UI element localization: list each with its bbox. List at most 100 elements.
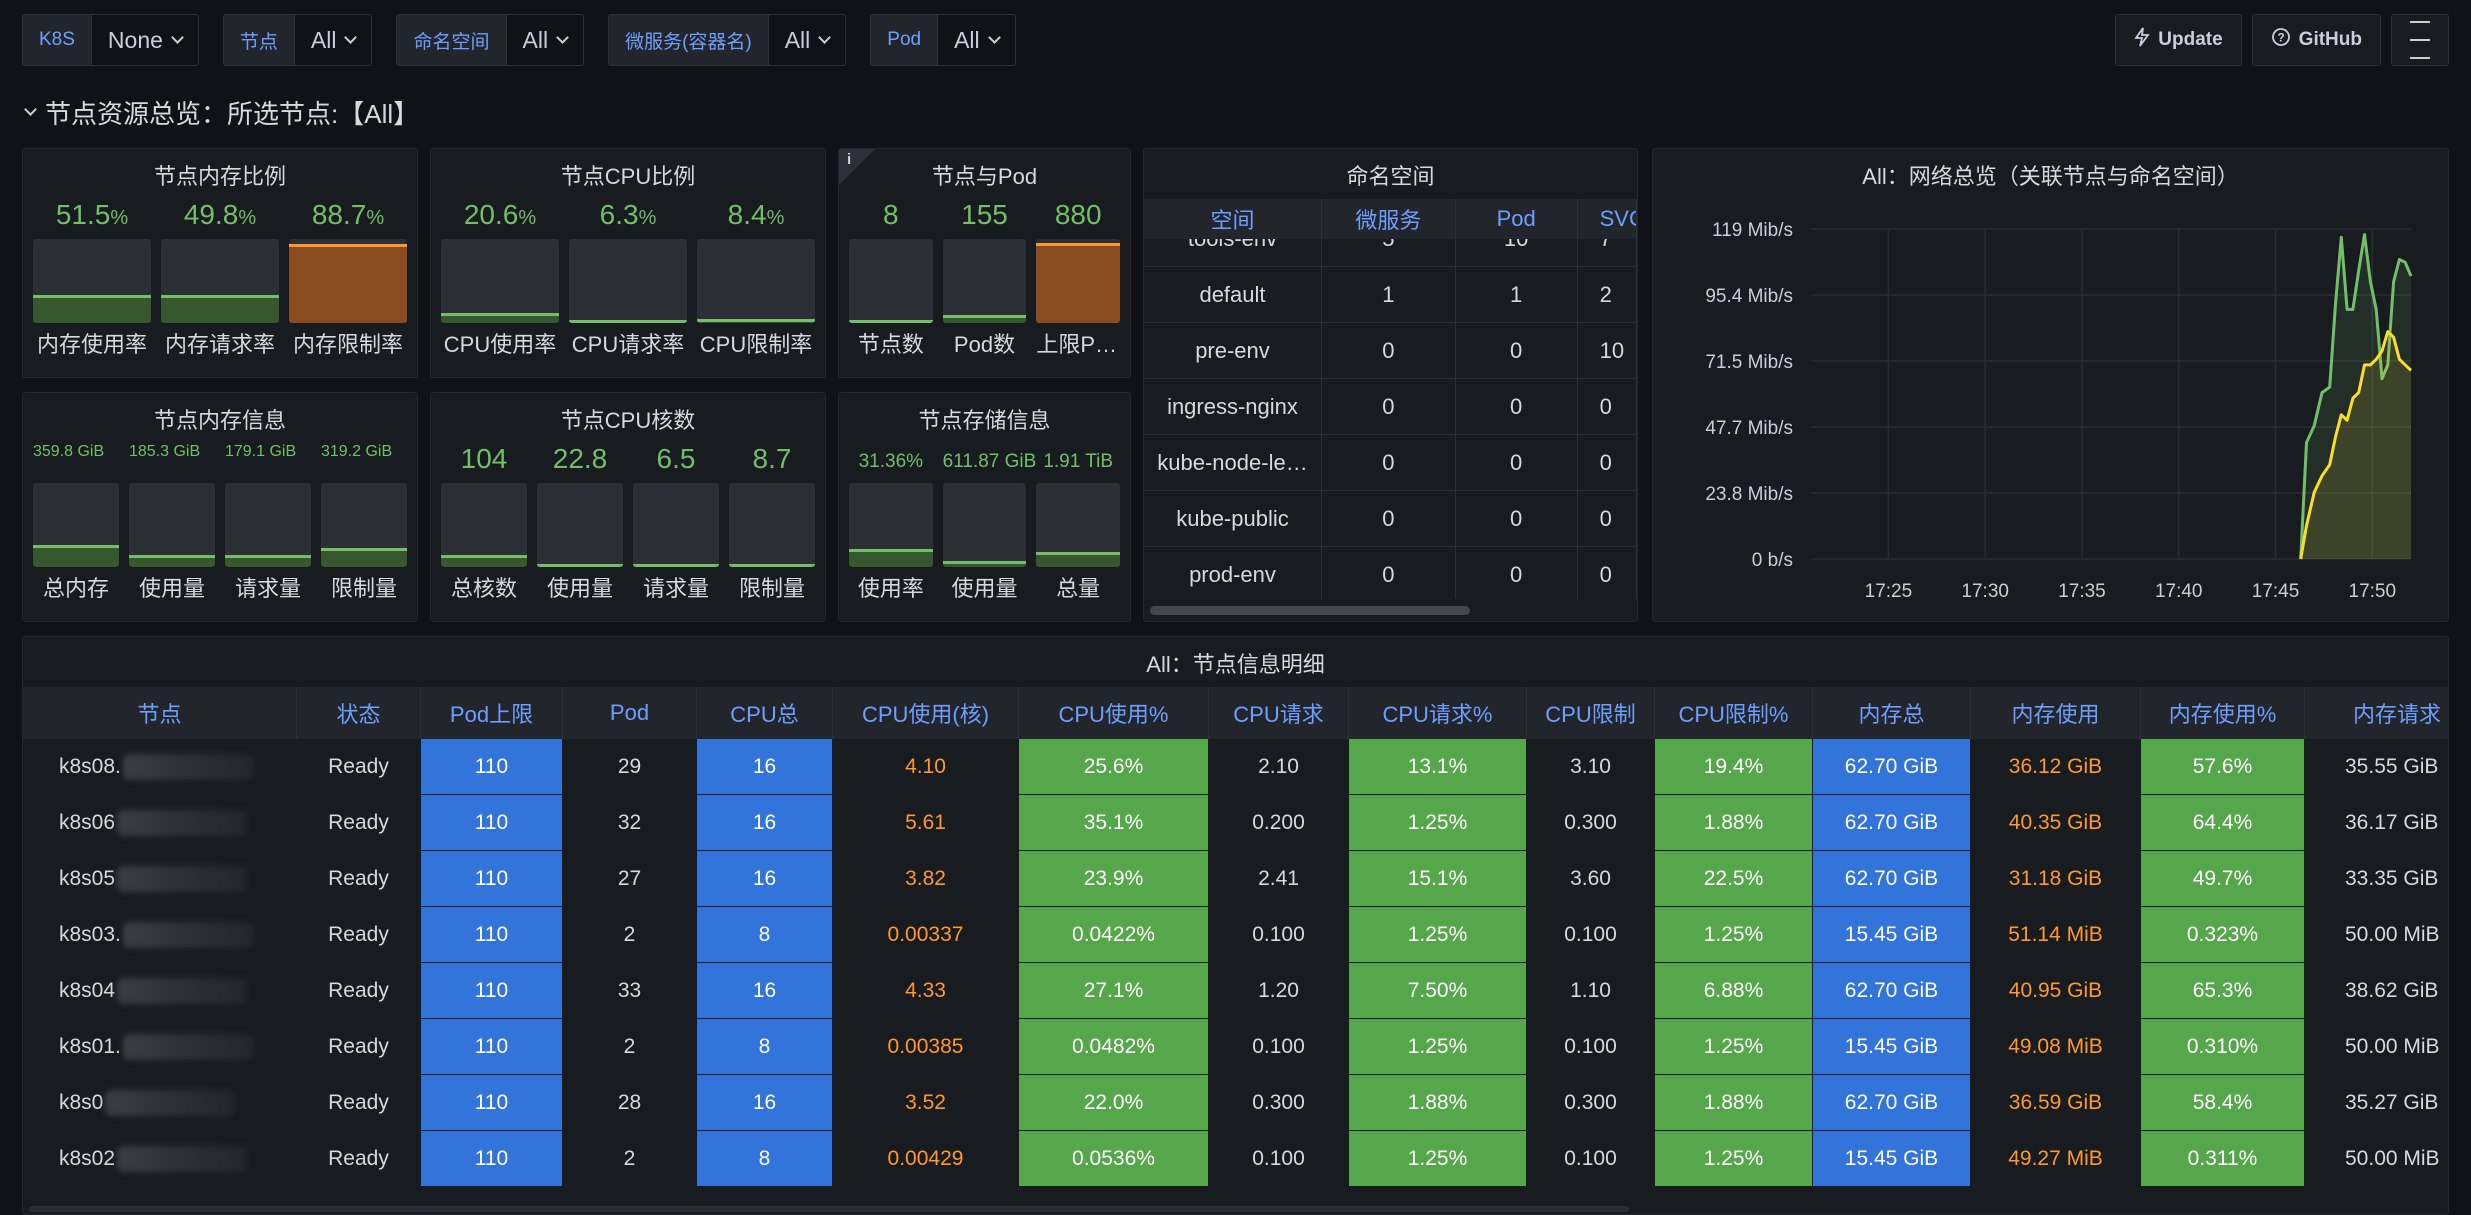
panel-storage: 节点存储信息 31.36% 使用率 611.87 GiB 使用量 1.91 TiB 总量 — [838, 392, 1131, 622]
table-row[interactable]: k8s02 Ready 110 2 8 0.00429 0.0536% 0.100 1.25% 0… — [23, 1131, 2448, 1187]
column-header[interactable]: 节点 — [23, 687, 297, 739]
variable-value: All — [310, 26, 337, 53]
table-row[interactable]: k8s01. Ready 110 2 8 0.00385 0.0482% 0.100 1.25%… — [23, 1019, 2448, 1075]
table-cell: 1.88% — [1655, 795, 1813, 851]
table-row[interactable]: ingress-nginx 0 0 0 — [1144, 379, 1637, 435]
info-corner[interactable] — [839, 149, 875, 185]
table-cell: 0 — [1456, 491, 1578, 546]
column-header[interactable]: CPU使用(核) — [833, 687, 1019, 739]
column-header[interactable]: CPU总 — [697, 687, 833, 739]
gauge-value: 51.5% — [55, 199, 129, 230]
table-row[interactable]: default 1 1 2 — [1144, 267, 1637, 323]
series-area-1 — [2300, 331, 2411, 559]
gauge-fill — [441, 312, 559, 323]
gauge-value: 611.87 GiB — [942, 451, 1037, 472]
gauge-bar — [942, 239, 1027, 323]
table-cell: 3.10 — [1527, 739, 1655, 795]
column-header[interactable]: 内存请求 — [2305, 687, 2448, 739]
gauge-unit: % — [238, 207, 257, 229]
column-header[interactable]: Pod — [563, 687, 697, 739]
gauge-fill — [942, 561, 1027, 567]
table-cell: 0.00385 — [833, 1019, 1019, 1075]
column-header[interactable]: 空间 — [1144, 199, 1322, 239]
table-cell: 0.00337 — [833, 907, 1019, 963]
table-row[interactable]: k8s06 Ready 110 32 16 5.61 35.1% 0.200 1.25% 0.30… — [23, 795, 2448, 851]
row-collapse-toggle[interactable]: 节点资源总览：所选节点:【All】 — [24, 94, 419, 131]
table-cell: k8s01. — [23, 1019, 297, 1075]
gauge-label: 总量 — [1056, 576, 1101, 601]
menu-button[interactable] — [2391, 14, 2449, 66]
info-icon[interactable]: i — [847, 151, 852, 168]
github-button[interactable]: ? GitHub — [2251, 14, 2381, 66]
gauge-2: 880 上限Pod数 — [1036, 199, 1121, 367]
table-cell: 0.0422% — [1019, 907, 1209, 963]
table-cell: 8 — [697, 1019, 833, 1075]
gauge-bar — [849, 239, 933, 323]
horizontal-scrollbar[interactable] — [1150, 606, 1470, 615]
chevron-down-icon — [344, 31, 358, 44]
variable-select[interactable]: All — [768, 14, 847, 66]
gauge-value: 49.8% — [183, 199, 257, 230]
table-cell: Ready — [297, 1019, 421, 1075]
variable-select[interactable]: None — [91, 14, 199, 66]
column-header[interactable]: Pod上限 — [421, 687, 563, 739]
table-cell: 3.82 — [833, 851, 1019, 907]
variable-label[interactable]: 微服务(容器名) — [608, 14, 769, 66]
horizontal-scrollbar[interactable] — [29, 1206, 1629, 1212]
table-cell: 1.20 — [1209, 963, 1349, 1019]
column-header[interactable]: CPU请求 — [1209, 687, 1349, 739]
y-tick-label: 119 Mib/s — [1712, 220, 1793, 241]
variable-label[interactable]: K8S — [22, 14, 92, 66]
table-row[interactable]: k8s03. Ready 110 2 8 0.00337 0.0422% 0.100 1.25%… — [23, 907, 2448, 963]
column-header[interactable]: CPU使用% — [1019, 687, 1209, 739]
gauge-value: 104 — [460, 443, 508, 474]
x-tick-label: 17:25 — [1865, 581, 1913, 602]
table-row[interactable]: k8s0 Ready 110 28 16 3.52 22.0% 0.300 1.88% 0.300… — [23, 1075, 2448, 1131]
gauge-value: 179.1 GiB — [225, 443, 297, 460]
variable-label[interactable]: 节点 — [222, 14, 295, 66]
table-row[interactable]: pre-env 0 0 10 — [1144, 323, 1637, 379]
redacted-hostname — [117, 1145, 248, 1172]
column-header[interactable]: CPU限制 — [1527, 687, 1655, 739]
panel-title: 节点内存信息 — [153, 408, 286, 433]
table-row[interactable]: k8s08. Ready 110 29 16 4.10 25.6% 2.10 13.1% 3.10… — [23, 739, 2448, 795]
update-button[interactable]: Update — [2115, 14, 2242, 66]
table-row[interactable]: tools-env5107 — [1144, 239, 1637, 267]
table-row[interactable]: prod-env 0 0 0 — [1144, 547, 1637, 599]
table-cell: k8s03. — [23, 907, 297, 963]
table-cell: 110 — [421, 795, 563, 851]
table-cell: 36.12 GiB — [1971, 739, 2141, 795]
gauge-label: 使用量 — [138, 576, 205, 601]
table-cell: 8 — [697, 1131, 833, 1187]
variable-label[interactable]: 命名空间 — [396, 14, 507, 66]
column-header[interactable]: Pod — [1456, 199, 1578, 239]
table-cell: 35.1% — [1019, 795, 1209, 851]
gauge-label: 使用量 — [546, 576, 613, 601]
column-header[interactable]: CPU限制% — [1655, 687, 1813, 739]
gauge-label: 限制量 — [738, 576, 805, 601]
table-cell: 49.08 MiB — [1971, 1019, 2141, 1075]
github-label: GitHub — [2298, 29, 2362, 50]
gauge-label: 节点数 — [857, 332, 924, 357]
column-header[interactable]: SVC — [1578, 199, 1637, 239]
table-row[interactable]: k8s05 Ready 110 27 16 3.82 23.9% 2.41 15.1% 3.60 2… — [23, 851, 2448, 907]
table-cell: prod-env — [1144, 547, 1322, 599]
column-header[interactable]: CPU请求% — [1349, 687, 1527, 739]
column-header[interactable]: 内存使用 — [1971, 687, 2141, 739]
column-header[interactable]: 状态 — [297, 687, 421, 739]
variable-select[interactable]: All — [506, 14, 585, 66]
variable-select[interactable]: All — [938, 14, 1016, 66]
table-row[interactable]: kube-public 0 0 0 — [1144, 491, 1637, 547]
top-actions: Update ? GitHub — [2115, 14, 2449, 66]
gauge-0: 104 总核数 — [441, 443, 527, 611]
table-row[interactable]: kube-node-le… 0 0 0 — [1144, 435, 1637, 491]
table-row[interactable]: k8s04 Ready 110 33 16 4.33 27.1% 1.20 7.50% 1.10 6… — [23, 963, 2448, 1019]
column-header[interactable]: 微服务 — [1322, 199, 1456, 239]
variable-label[interactable]: Pod — [870, 14, 939, 66]
table-cell: 1.25% — [1655, 1019, 1813, 1075]
series-line-1 — [2299, 330, 2413, 560]
column-header[interactable]: 内存总 — [1813, 687, 1971, 739]
gauge-fill — [33, 545, 119, 567]
variable-select[interactable]: All — [294, 14, 373, 66]
column-header[interactable]: 内存使用% — [2141, 687, 2305, 739]
